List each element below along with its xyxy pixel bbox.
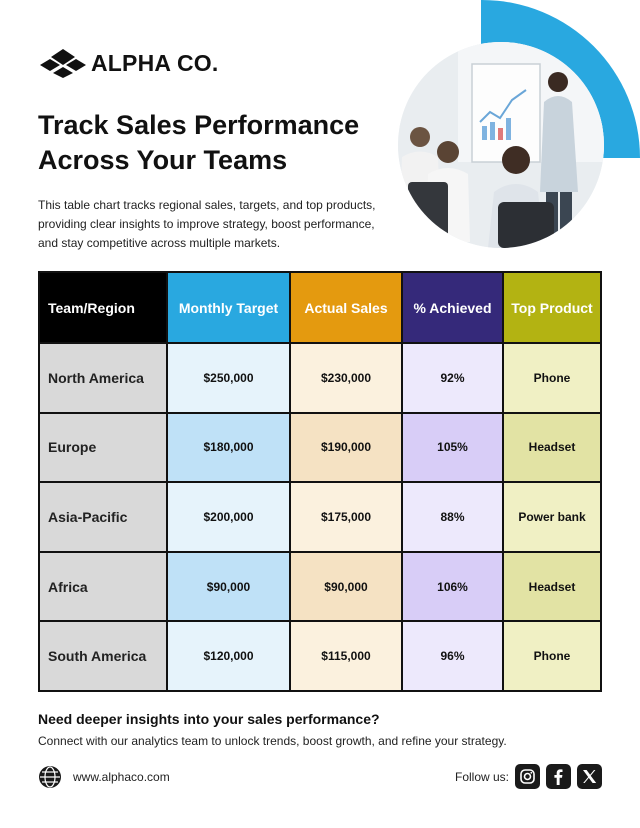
table-row: North America $250,000 $230,000 92% Phon… — [40, 342, 600, 412]
brand-name: ALPHA CO. — [91, 49, 219, 76]
region-cell: North America — [40, 344, 166, 412]
product-cell: Phone — [502, 622, 600, 690]
achieved-cell: 105% — [401, 413, 502, 482]
actual-cell: $230,000 — [289, 344, 401, 412]
instagram-icon — [520, 769, 535, 784]
brand-logo: ALPHA CO. — [39, 48, 218, 78]
website-link[interactable]: www.alphaco.com — [73, 770, 170, 784]
alpha-co-logo-icon — [40, 49, 86, 78]
target-cell: $200,000 — [166, 483, 289, 551]
target-cell: $120,000 — [166, 622, 289, 690]
website-block: www.alphaco.com — [38, 765, 170, 789]
instagram-button[interactable] — [515, 764, 540, 789]
product-cell: Power bank — [502, 483, 600, 551]
facebook-icon — [554, 769, 563, 785]
actual-cell: $190,000 — [289, 413, 401, 482]
actual-cell: $115,000 — [289, 622, 401, 690]
cta-text: Connect with our analytics team to unloc… — [38, 734, 507, 748]
table-row: Asia-Pacific $200,000 $175,000 88% Power… — [40, 481, 600, 551]
achieved-cell: 88% — [401, 483, 502, 551]
actual-cell: $90,000 — [289, 552, 401, 621]
actual-cell: $175,000 — [289, 483, 401, 551]
product-cell: Phone — [502, 344, 600, 412]
table-row: Europe $180,000 $190,000 105% Headset — [40, 411, 600, 482]
region-cell: South America — [40, 622, 166, 690]
region-cell: Europe — [40, 413, 166, 482]
globe-icon — [39, 766, 61, 788]
region-cell: Africa — [40, 552, 166, 621]
achieved-cell: 106% — [401, 552, 502, 621]
header-monthly-target: Monthly Target — [166, 273, 289, 342]
product-cell: Headset — [502, 413, 600, 482]
target-cell: $90,000 — [166, 552, 289, 621]
facebook-button[interactable] — [546, 764, 571, 789]
team-meeting-photo — [398, 42, 604, 248]
header-actual-sales: Actual Sales — [289, 273, 401, 342]
header-top-product: Top Product — [502, 273, 600, 342]
intro-paragraph: This table chart tracks regional sales, … — [38, 198, 376, 250]
follow-label: Follow us: — [455, 770, 510, 784]
header-team-region: Team/Region — [40, 273, 166, 342]
target-cell: $250,000 — [166, 344, 289, 412]
achieved-cell: 92% — [401, 344, 502, 412]
table-row: South America $120,000 $115,000 96% Phon… — [40, 620, 600, 690]
header-percent-achieved: % Achieved — [401, 273, 502, 342]
page-title: Track Sales Performance Across Your Team… — [38, 110, 360, 175]
x-button[interactable] — [577, 764, 602, 789]
table-row: Africa $90,000 $90,000 106% Headset — [40, 550, 600, 621]
product-cell: Headset — [502, 552, 600, 621]
achieved-cell: 96% — [401, 622, 502, 690]
cta-heading: Need deeper insights into your sales per… — [38, 711, 380, 727]
table-header-row: Team/Region Monthly Target Actual Sales … — [40, 273, 600, 342]
sales-performance-table: Team/Region Monthly Target Actual Sales … — [38, 271, 602, 692]
x-icon — [583, 770, 597, 783]
target-cell: $180,000 — [166, 413, 289, 482]
region-cell: Asia-Pacific — [40, 483, 166, 551]
